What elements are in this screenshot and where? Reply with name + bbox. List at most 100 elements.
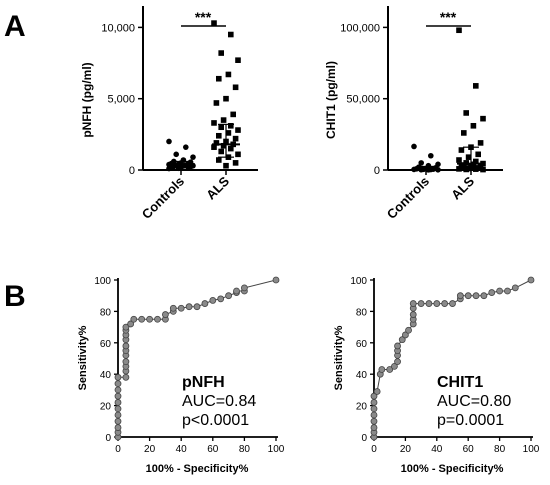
x-tick-label: 40 xyxy=(431,444,443,455)
data-point xyxy=(463,110,469,116)
data-point xyxy=(456,166,462,172)
p-value-label: p<0.0001 xyxy=(182,412,249,429)
data-point xyxy=(223,95,229,102)
roc-point xyxy=(398,336,406,344)
x-tick-label: 40 xyxy=(176,444,188,455)
roc-point xyxy=(441,300,449,307)
data-point xyxy=(225,71,232,78)
y-tick-label: 40 xyxy=(100,370,112,381)
roc-point xyxy=(527,276,535,284)
x-tick-label: 20 xyxy=(400,444,412,455)
y-tick-label: 20 xyxy=(356,402,368,413)
roc-point xyxy=(114,373,122,381)
y-tick-label: 40 xyxy=(356,370,368,381)
data-point xyxy=(183,144,189,150)
roc-point xyxy=(472,292,480,300)
roc-point xyxy=(433,300,441,307)
roc-point xyxy=(201,300,209,307)
roc-point xyxy=(114,392,122,400)
y-tick-label: 0 xyxy=(105,433,111,444)
roc-point xyxy=(114,386,122,394)
roc-point xyxy=(193,303,201,311)
data-point xyxy=(218,50,224,56)
roc-point xyxy=(169,304,177,312)
roc-point xyxy=(417,300,425,307)
significance-label: *** xyxy=(440,9,457,25)
y-tick-label: 0 xyxy=(361,433,367,444)
data-point xyxy=(473,166,479,172)
data-point xyxy=(220,117,227,123)
roc-point xyxy=(185,303,193,311)
data-point xyxy=(428,152,434,159)
significance-label: *** xyxy=(195,9,212,25)
x-tick-label: 20 xyxy=(144,444,156,455)
data-point xyxy=(480,115,486,122)
roc-point xyxy=(488,289,496,296)
data-point xyxy=(228,145,234,152)
roc-title: CHIT1 xyxy=(437,374,483,391)
y-tick-label: 50,000 xyxy=(346,94,380,106)
data-point xyxy=(475,151,481,158)
roc-point xyxy=(130,315,138,323)
data-point xyxy=(232,135,239,142)
roc-point xyxy=(161,311,169,318)
panel-label-a: A xyxy=(4,10,26,43)
y-axis-label: CHIT1 (pg/ml) xyxy=(324,61,338,139)
x-tick-label: Controls xyxy=(384,174,432,222)
auc-label: AUC=0.80 xyxy=(437,393,511,410)
data-point xyxy=(216,132,222,139)
roc-point xyxy=(456,292,464,300)
roc-point xyxy=(394,342,401,350)
data-point xyxy=(211,20,217,26)
data-point xyxy=(473,158,479,165)
data-point xyxy=(225,130,232,136)
roc-point xyxy=(373,388,381,395)
roc-point xyxy=(114,380,122,388)
x-tick-label: ALS xyxy=(203,173,232,202)
roc-point xyxy=(464,292,472,300)
data-point xyxy=(166,138,172,145)
y-tick-label: 0 xyxy=(374,165,380,177)
y-axis-label: Sensitivity% xyxy=(333,325,345,390)
data-point xyxy=(211,144,217,150)
data-point xyxy=(230,111,236,118)
x-tick-label: 100 xyxy=(523,444,540,455)
pnfh-dot-plot: pNFH (pg/ml) *** 0 5,000 10,000 Controls ALS xyxy=(80,6,258,222)
roc-point xyxy=(504,287,511,295)
data-point xyxy=(190,154,196,160)
y-tick-label: 80 xyxy=(100,307,112,318)
roc-point xyxy=(401,331,409,339)
roc-point xyxy=(370,399,378,406)
roc-point xyxy=(122,342,130,350)
roc-point xyxy=(370,405,378,413)
roc-point xyxy=(114,405,122,413)
roc-title: pNFH xyxy=(182,374,225,391)
data-point xyxy=(218,124,224,131)
roc-point xyxy=(370,411,378,419)
data-point xyxy=(456,157,462,163)
data-point xyxy=(477,140,484,146)
x-tick-label: 0 xyxy=(115,444,121,455)
y-axis-label: Sensitivity% xyxy=(77,325,89,390)
roc-point xyxy=(391,362,398,370)
y-tick-label: 10,000 xyxy=(101,22,135,34)
y-tick-label: 5,000 xyxy=(107,94,135,106)
roc-point xyxy=(114,399,122,406)
roc-point xyxy=(394,358,401,366)
data-point xyxy=(166,165,172,172)
y-tick-label: 80 xyxy=(356,307,368,318)
auc-label: AUC=0.84 xyxy=(182,393,256,410)
data-point xyxy=(465,154,472,160)
data-point xyxy=(228,31,234,38)
roc-point xyxy=(425,300,433,307)
data-point xyxy=(173,151,179,158)
roc-point xyxy=(177,304,185,312)
data-point xyxy=(216,75,222,82)
roc-point xyxy=(114,424,122,431)
roc-point xyxy=(370,417,378,425)
roc-point xyxy=(240,284,248,292)
data-point xyxy=(411,143,417,150)
roc-point xyxy=(154,315,161,323)
x-tick-label: ALS xyxy=(448,173,477,202)
data-point xyxy=(418,160,425,166)
